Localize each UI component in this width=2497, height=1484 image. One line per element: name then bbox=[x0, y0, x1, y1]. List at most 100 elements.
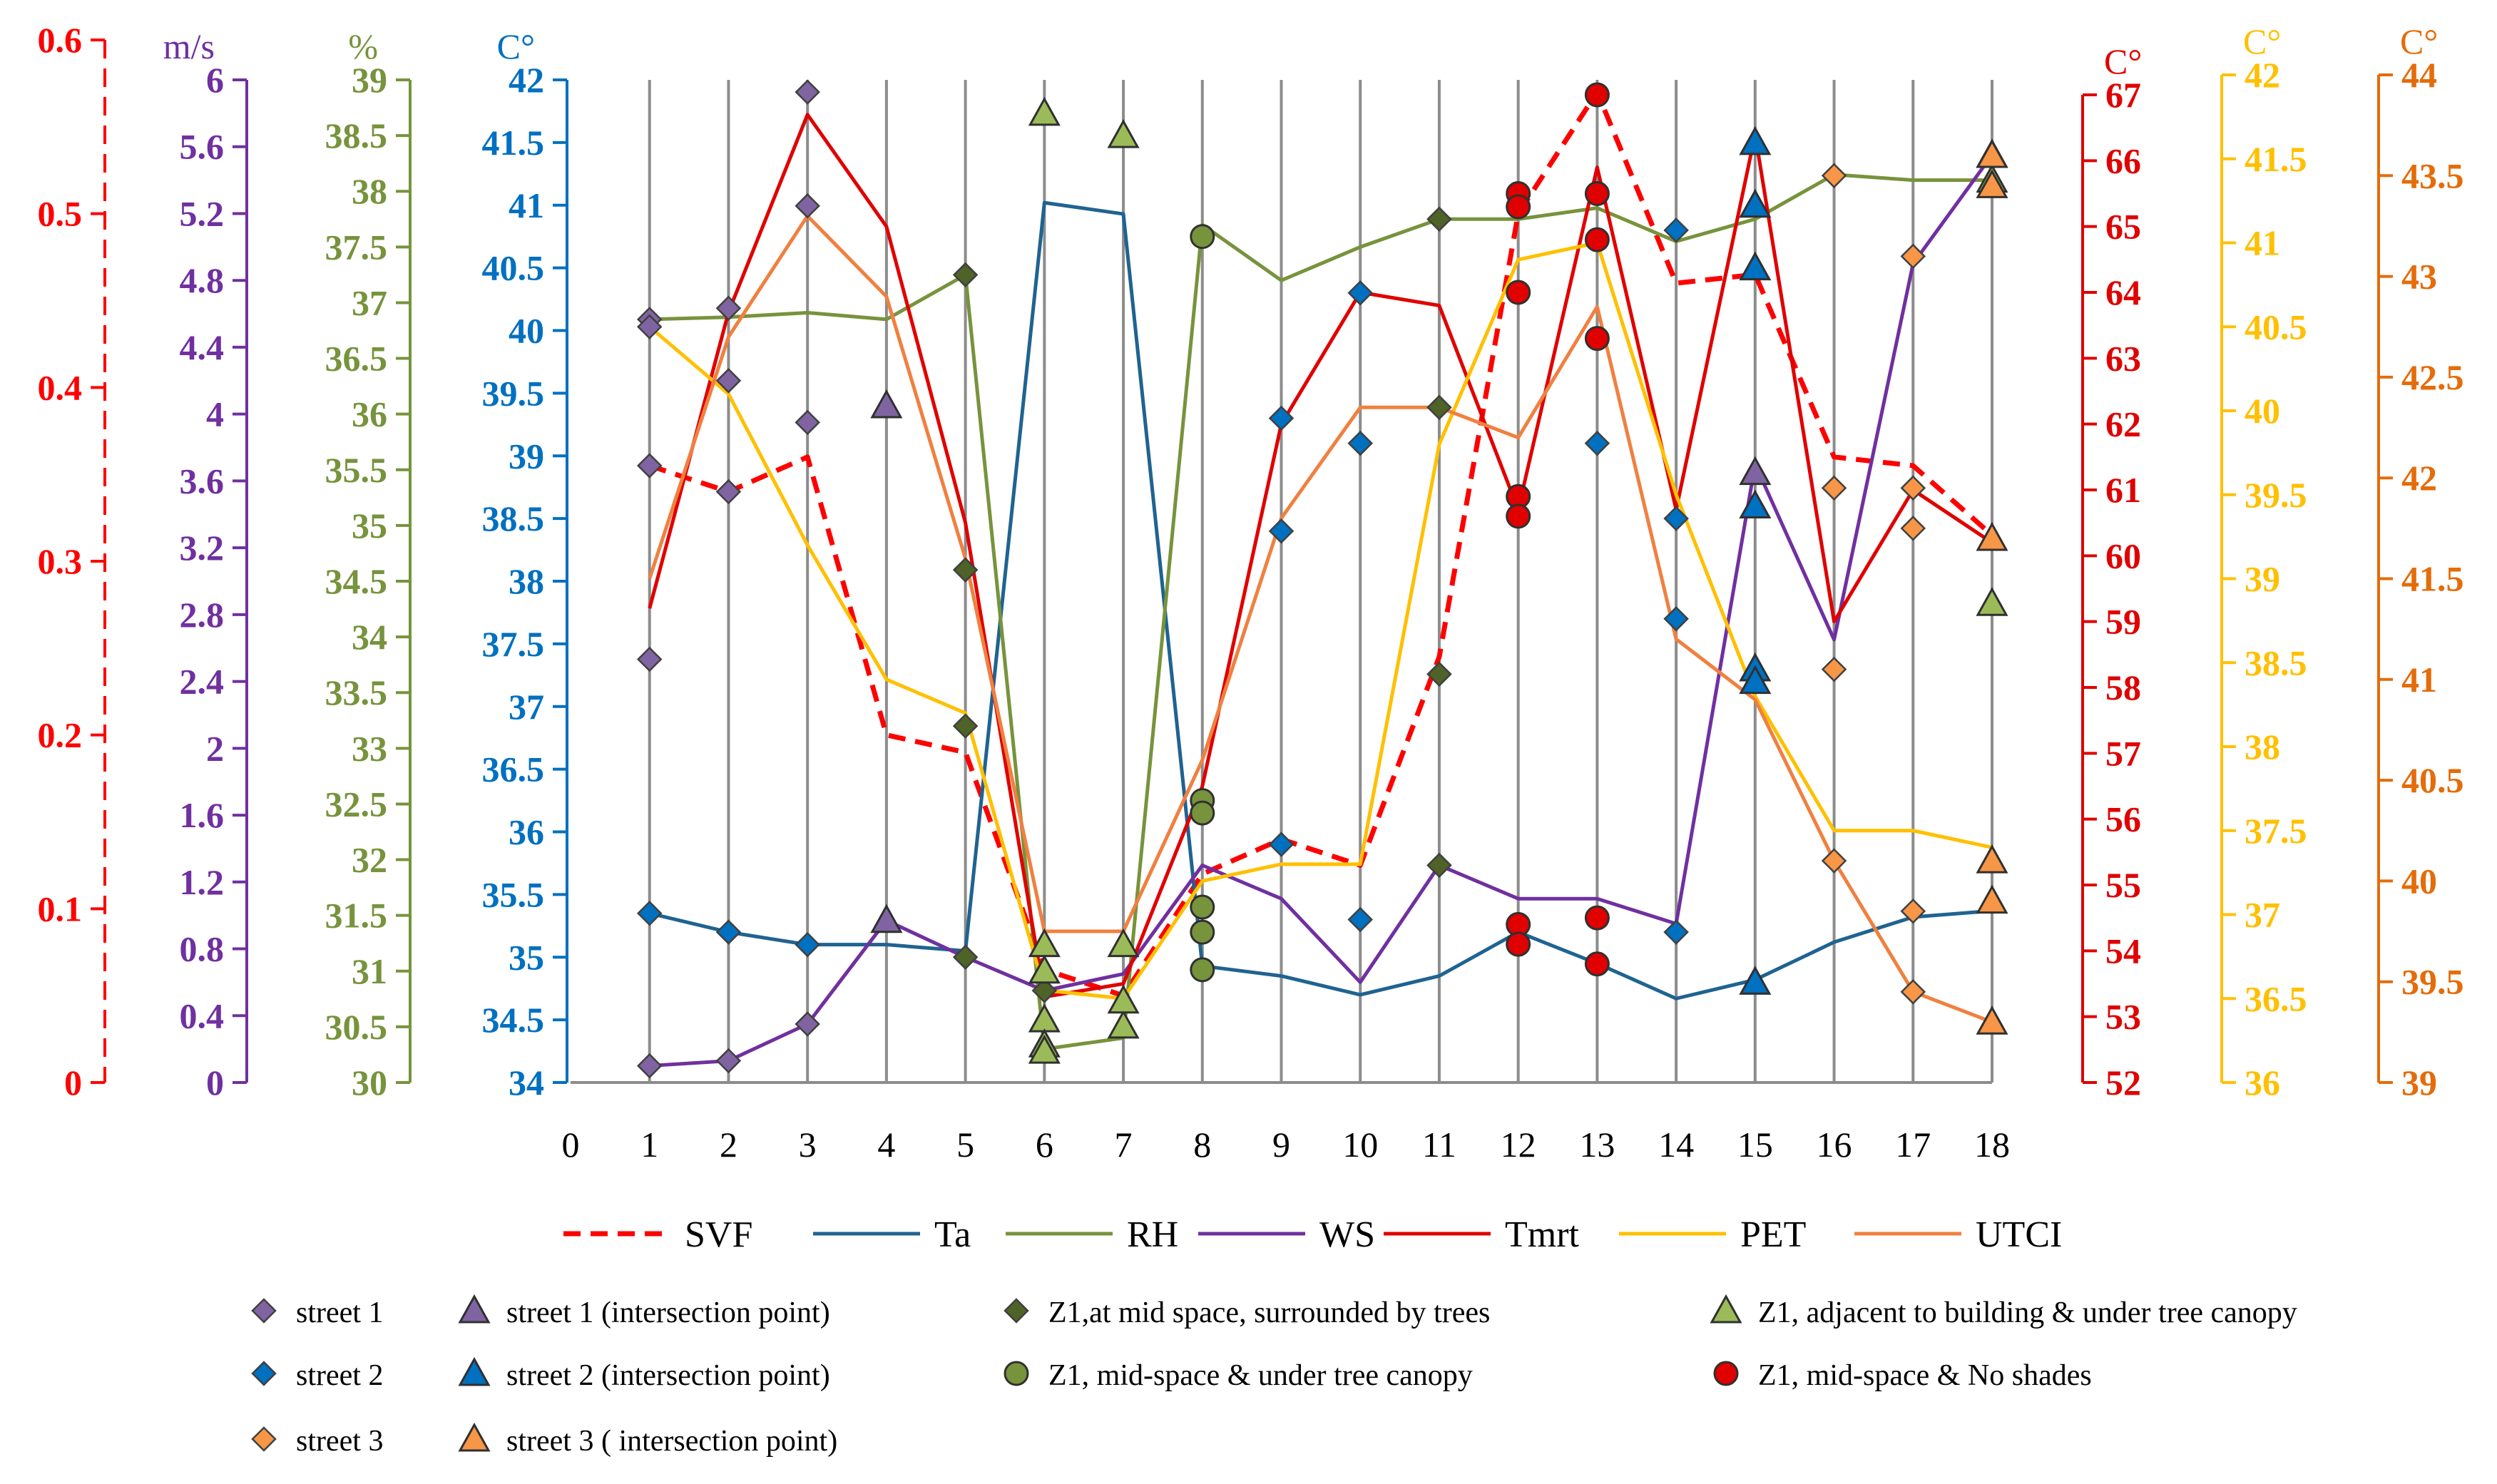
y-tick-label-rh: 30.5 bbox=[325, 1007, 388, 1047]
y-tick-label-tmrt: 65 bbox=[2105, 207, 2141, 247]
y-tick-label-utci: 44 bbox=[2401, 55, 2437, 95]
y-tick-label-ws: 5.6 bbox=[180, 127, 225, 167]
data-marker bbox=[1107, 119, 1140, 148]
y-tick-label-tmrt: 55 bbox=[2105, 865, 2141, 905]
legend-marker-label: Z1, mid-space & under tree canopy bbox=[1048, 1359, 1473, 1392]
legend-marker-swatch bbox=[1710, 1294, 1742, 1324]
data-marker bbox=[1190, 894, 1215, 920]
x-tick-label: 18 bbox=[1974, 1125, 2010, 1165]
y-tick-label-rh: 31.5 bbox=[325, 896, 388, 936]
data-marker bbox=[1506, 931, 1531, 957]
y-tick-label-pet: 39 bbox=[2245, 559, 2280, 599]
y-tick-label-pet: 38 bbox=[2245, 727, 2280, 767]
data-marker bbox=[1900, 516, 1926, 541]
legend-line-label: SVF bbox=[685, 1214, 752, 1255]
y-tick-label-rh: 32 bbox=[352, 840, 387, 880]
y-tick-label-ta: 42 bbox=[509, 60, 544, 100]
y-tick-label-svf: 0.4 bbox=[38, 367, 83, 407]
y-tick-label-svf: 0.2 bbox=[38, 715, 83, 755]
data-marker bbox=[870, 389, 903, 419]
data-marker bbox=[1347, 430, 1373, 456]
y-tick-label-svf: 0.3 bbox=[38, 541, 83, 581]
series-line-ws bbox=[649, 153, 1994, 1068]
data-marker bbox=[1506, 503, 1531, 529]
y-unit-pet: C° bbox=[2243, 21, 2281, 61]
legend-marker-label: Z1,at mid space, surrounded by trees bbox=[1048, 1296, 1490, 1329]
y-tick-label-ws: 3.2 bbox=[180, 528, 225, 568]
y-tick-label-utci: 43.5 bbox=[2401, 155, 2464, 195]
data-marker bbox=[636, 314, 663, 340]
data-marker bbox=[1663, 919, 1689, 945]
data-marker bbox=[1900, 243, 1926, 270]
y-tick-label-tmrt: 67 bbox=[2105, 75, 2141, 115]
series-line-pet bbox=[648, 241, 1993, 1001]
data-marker bbox=[715, 295, 742, 322]
data-marker bbox=[636, 453, 663, 479]
data-marker bbox=[1900, 475, 1926, 501]
y-tick-label-ws: 0 bbox=[206, 1063, 224, 1102]
legend-line-label: Tmrt bbox=[1505, 1214, 1580, 1255]
y-tick-label-tmrt: 63 bbox=[2105, 338, 2141, 378]
data-marker bbox=[1028, 954, 1061, 984]
data-marker bbox=[1426, 661, 1452, 687]
legend-marker-swatch bbox=[458, 1422, 491, 1452]
legend-line-label: UTCI bbox=[1976, 1214, 2062, 1255]
data-marker bbox=[1976, 521, 2008, 551]
data-marker bbox=[1584, 430, 1610, 456]
y-tick-label-rh: 34 bbox=[352, 617, 387, 657]
data-marker bbox=[1739, 251, 1772, 281]
data-marker bbox=[1426, 394, 1452, 421]
data-marker bbox=[952, 262, 979, 288]
data-marker bbox=[1107, 984, 1140, 1014]
legend-marker-label: street 1 (intersection point) bbox=[506, 1296, 830, 1329]
y-tick-label-tmrt: 62 bbox=[2105, 404, 2141, 444]
data-marker bbox=[1739, 456, 1772, 486]
data-marker bbox=[1028, 1003, 1061, 1033]
x-tick-label: 7 bbox=[1115, 1125, 1133, 1165]
data-marker bbox=[1739, 489, 1772, 519]
y-tick-label-tmrt: 59 bbox=[2105, 602, 2141, 642]
legend-line-label: RH bbox=[1127, 1214, 1178, 1255]
y-tick-label-ws: 6 bbox=[206, 60, 224, 100]
data-marker bbox=[1739, 126, 1772, 155]
x-tick-label: 12 bbox=[1501, 1125, 1536, 1165]
y-unit-tmrt: C° bbox=[2104, 41, 2142, 81]
legend-marker-swatch bbox=[458, 1294, 491, 1324]
data-marker bbox=[870, 904, 903, 933]
y-tick-label-pet: 36 bbox=[2245, 1063, 2280, 1102]
data-marker bbox=[1028, 1034, 1061, 1064]
y-tick-label-utci: 41 bbox=[2401, 660, 2437, 700]
y-tick-label-rh: 39 bbox=[352, 60, 387, 100]
data-marker bbox=[1426, 852, 1452, 879]
y-tick-label-ws: 1.2 bbox=[180, 862, 225, 902]
y-tick-label-ws: 4 bbox=[206, 394, 224, 434]
data-marker bbox=[1584, 951, 1610, 977]
x-tick-label: 4 bbox=[877, 1125, 895, 1165]
y-tick-label-ta: 39.5 bbox=[482, 373, 545, 413]
data-marker bbox=[1976, 169, 2008, 198]
legend-marker-swatch bbox=[251, 1361, 277, 1386]
data-marker bbox=[952, 713, 979, 739]
y-tick-label-pet: 38.5 bbox=[2245, 643, 2307, 682]
legend-marker-label: street 3 bbox=[296, 1425, 383, 1458]
data-marker bbox=[1584, 326, 1610, 352]
y-unit-utci: C° bbox=[2400, 21, 2438, 61]
y-tick-label-tmrt: 57 bbox=[2105, 733, 2141, 773]
y-tick-label-rh: 33.5 bbox=[325, 672, 388, 712]
y-tick-label-ws: 2 bbox=[206, 728, 224, 768]
y-tick-label-utci: 39.5 bbox=[2401, 962, 2464, 1002]
y-tick-label-ws: 2.8 bbox=[180, 595, 225, 635]
data-marker bbox=[1976, 138, 2008, 168]
data-marker bbox=[1739, 665, 1772, 695]
legend-marker-swatch bbox=[251, 1298, 277, 1324]
x-tick-label: 6 bbox=[1036, 1125, 1053, 1165]
data-marker bbox=[715, 919, 742, 945]
y-tick-label-tmrt: 66 bbox=[2105, 140, 2141, 180]
y-tick-label-rh: 31 bbox=[352, 951, 387, 991]
data-marker bbox=[1976, 844, 2008, 874]
y-tick-label-ws: 0.8 bbox=[180, 929, 225, 969]
y-tick-label-ta: 35.5 bbox=[482, 874, 545, 914]
y-tick-label-rh: 37 bbox=[352, 282, 387, 322]
